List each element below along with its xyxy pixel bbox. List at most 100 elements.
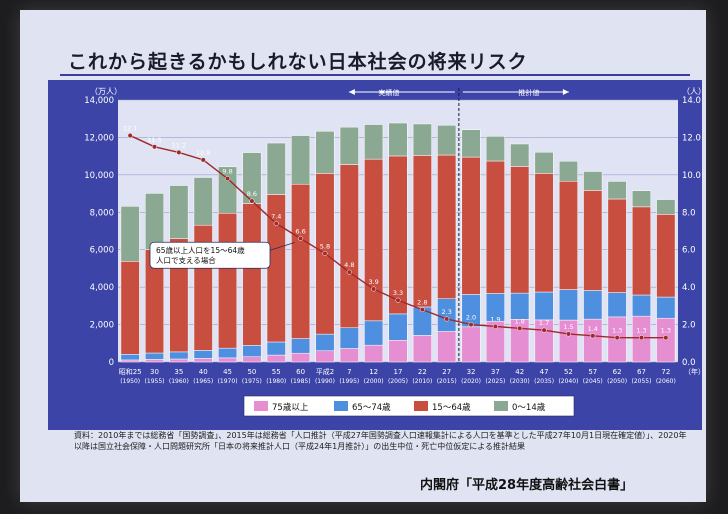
bar-segment [437,331,457,363]
callout-line-1: 65歳以上人口を15～64歳 [156,245,245,255]
bar-segment [461,156,481,295]
bar-segment [583,171,603,191]
bar-segment [558,289,578,321]
bar-segment [510,319,530,363]
bar-segment [291,183,311,339]
x-axis-unit: （年） [684,367,702,376]
x-tick-label: 62 [613,368,622,376]
x-tick-sublabel: (1970) [218,378,238,385]
x-tick-label: 7 [347,368,351,376]
y2-tick-label: 0.0 [682,358,696,368]
ratio-point [444,316,450,322]
x-tick-sublabel: (1950) [120,378,140,385]
bar-segment [193,177,213,226]
callout-line-2: 人口で支える場合 [156,255,216,265]
bar-segment [242,203,262,346]
ratio-point [371,286,377,292]
x-tick-label: 27 [442,368,451,376]
ratio-data-label: 11.2 [172,141,186,149]
y2-tick-label: 2.0 [682,321,696,331]
y-tick-label: 14,000 [84,96,114,106]
y-tick-label: 6,000 [90,246,114,256]
legend-label: 65～74歳 [352,402,391,413]
y2-tick-label: 4.0 [682,283,696,293]
x-tick-label: 57 [588,368,597,376]
bar-segment [339,348,359,363]
bar-segment [534,151,554,174]
population-chart: 12.1 11.5 11.2 10.8 9.8 8.6 7.4 6.6 5.8 4.8 3.9 3.3… [84,87,706,417]
bar-segment [242,345,262,358]
x-tick-sublabel: (2010) [412,378,432,385]
callout-pointer [269,242,295,251]
y-tick-label: 12,000 [84,133,114,143]
bar-segment [583,190,603,291]
x-tick-sublabel: (1985) [291,378,311,385]
x-tick-label: 50 [247,368,256,376]
ratio-data-label: 1.8 [515,317,525,325]
legend-swatch [254,401,268,411]
bar-segment [558,180,578,290]
y-tick-label: 4,000 [90,283,114,293]
y2-tick-label: 12.0 [682,133,701,143]
x-tick-label: 55 [272,368,281,376]
bar-segment [315,131,335,174]
bar-segment [607,198,627,293]
ratio-point [249,198,255,204]
ratio-point [517,325,523,331]
source-caption: 内閣府「平成28年度高齢社会白書」 [420,478,634,493]
bar-segment [485,136,505,162]
bar-segment [218,347,238,359]
ratio-point [176,149,182,155]
x-tick-label: 22 [418,368,427,376]
bar-segment [169,358,189,363]
x-tick-label: 40 [199,368,208,376]
y-tick-label: 0 [109,358,114,368]
slide-title: これから起きるかもしれない日本社会の将来リスク [68,51,528,73]
x-tick-sublabel: (2000) [364,378,384,385]
ratio-data-label: 2.8 [417,299,427,307]
ratio-data-label: 2.3 [442,308,452,316]
x-tick-label: 昭和25 [119,367,142,376]
bar-segment [461,326,481,363]
x-tick-sublabel: (2025) [485,378,505,385]
x-tick-sublabel: (2045) [583,378,603,385]
ratio-point [614,335,620,341]
ratio-point [273,220,279,227]
bar-segment [656,296,676,319]
ratio-point [322,250,328,257]
bar-segment [510,143,530,167]
x-tick-label: 47 [540,368,549,376]
x-tick-label: 52 [564,368,573,376]
legend-label: 75歳以上 [272,402,309,413]
legend-swatch [334,401,348,411]
actual-label: 実績値 [378,88,399,97]
ratio-data-label: 4.8 [344,261,354,269]
x-tick-sublabel: (2060) [656,378,676,385]
bar-segment [145,193,165,250]
ratio-data-label: 9.8 [222,168,232,176]
bar-segment [266,341,286,356]
ratio-data-label: 10.8 [196,149,210,157]
bar-segment [291,135,311,185]
bar-segment [315,333,335,352]
bar-segment [631,294,651,317]
ratio-data-label: 1.3 [636,327,646,335]
ratio-point [151,144,158,150]
ratio-data-label: 11.5 [147,136,161,144]
ratio-point [127,133,133,139]
ratio-data-label: 12.1 [123,125,137,133]
ratio-point [663,335,669,341]
legend-swatch [494,401,508,411]
ratio-point [225,176,231,182]
bar-segment [437,125,457,156]
x-tick-sublabel: (1995) [339,378,359,385]
bar-segment [169,351,189,360]
x-tick-sublabel: (2015) [437,378,457,385]
bar-segment [218,166,238,214]
bar-segment [412,123,432,156]
x-tick-sublabel: (1965) [193,378,213,385]
chart-panel: 12.1 11.5 11.2 10.8 9.8 8.6 7.4 6.6 5.8 4.8 3.9 3.3… [48,80,706,430]
bar-segment [631,190,651,208]
bar-segment [656,214,676,298]
y-tick-label: 10,000 [84,171,114,181]
